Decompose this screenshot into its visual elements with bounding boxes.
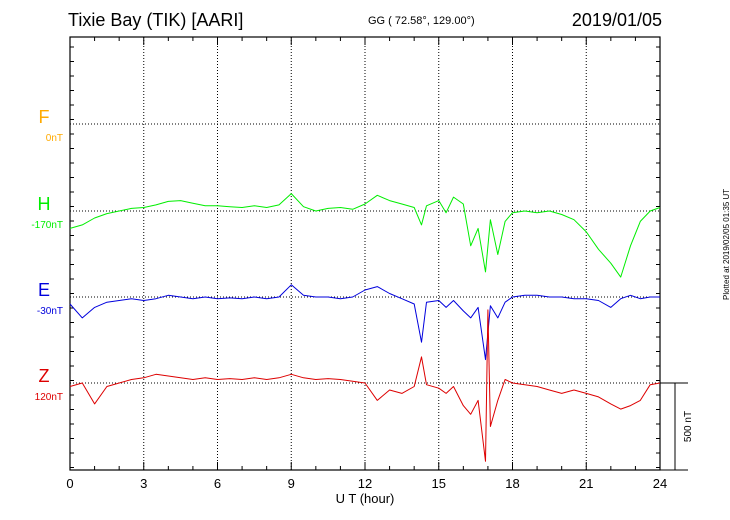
x-tick-label: 18	[505, 476, 519, 491]
component-label-Z: Z	[39, 366, 50, 386]
component-label-F: F	[39, 107, 50, 127]
x-axis-label: U T (hour)	[336, 491, 395, 506]
trace-Z	[69, 309, 661, 462]
x-tick-label: 6	[214, 476, 221, 491]
x-tick-label: 21	[579, 476, 593, 491]
baseline-value-Z: 120nT	[35, 392, 63, 403]
x-tick-label: 9	[288, 476, 295, 491]
x-tick-label: 3	[140, 476, 147, 491]
trace-E	[69, 284, 660, 361]
x-tick-label: 24	[653, 476, 667, 491]
scale-bar-label: 500 nT	[683, 411, 694, 442]
station-coordinates: GG ( 72.58°, 129.00°)	[368, 15, 475, 27]
plotted-timestamp: Plotted at 2019/02/05 01:35 UT	[722, 188, 730, 300]
x-tick-label: 0	[66, 476, 73, 491]
component-label-E: E	[38, 280, 50, 300]
x-tick-label: 12	[358, 476, 372, 491]
station-title: Tixie Bay (TIK) [AARI]	[68, 10, 244, 30]
x-tick-label: 15	[432, 476, 446, 491]
baseline-value-E: -30nT	[37, 306, 63, 317]
component-label-H: H	[38, 194, 51, 214]
baseline-value-F: 0nT	[46, 133, 63, 144]
trace-H	[69, 193, 661, 278]
chart-date: 2019/01/05	[571, 10, 662, 30]
baseline-value-H: -170nT	[31, 220, 63, 231]
